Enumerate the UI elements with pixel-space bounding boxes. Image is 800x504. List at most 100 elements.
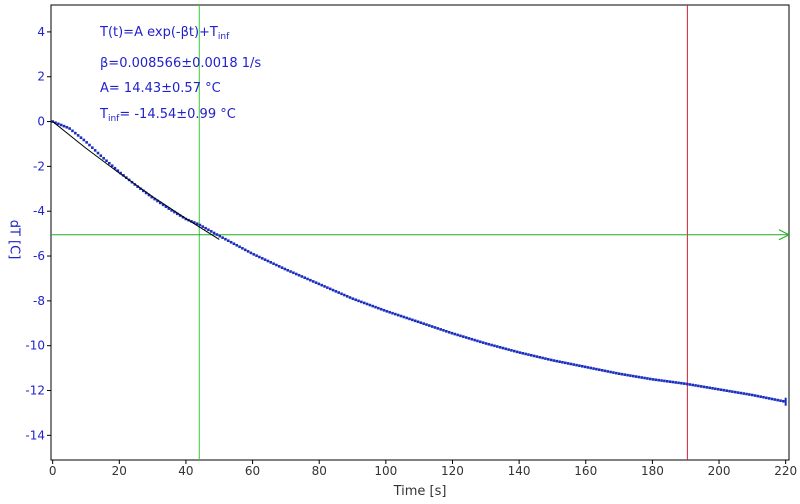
data-point xyxy=(779,399,782,402)
data-point xyxy=(164,205,168,209)
data-point xyxy=(198,223,202,227)
data-point xyxy=(317,282,321,286)
data-point xyxy=(178,214,182,217)
data-point xyxy=(617,372,621,376)
data-point xyxy=(631,374,635,378)
data-point xyxy=(297,273,301,277)
x-tick-label: 220 xyxy=(774,464,797,478)
data-point xyxy=(462,335,465,338)
data-point xyxy=(59,123,63,127)
data-point xyxy=(660,379,663,382)
data-point xyxy=(175,212,179,216)
data-point xyxy=(326,286,329,289)
data-point xyxy=(524,352,527,356)
data-point xyxy=(637,375,641,379)
data-point xyxy=(597,368,601,372)
data-point xyxy=(343,293,346,297)
data-point xyxy=(586,366,590,369)
data-point xyxy=(691,383,695,387)
data-point xyxy=(82,138,86,142)
data-point xyxy=(323,285,326,288)
data-point xyxy=(314,281,318,284)
data-point xyxy=(204,226,207,230)
y-tick-label: 2 xyxy=(37,70,45,84)
data-point xyxy=(708,386,712,390)
data-point xyxy=(439,328,442,331)
data-point xyxy=(266,259,270,263)
x-tick-label: 60 xyxy=(245,464,260,478)
data-point xyxy=(716,387,720,391)
data-point xyxy=(445,329,448,333)
fit-tinf-value: = -14.54±0.99 °C xyxy=(119,106,236,122)
data-point xyxy=(416,320,420,324)
data-point xyxy=(141,189,145,193)
data-point xyxy=(269,261,273,264)
data-point xyxy=(682,382,686,385)
data-point xyxy=(688,383,692,386)
data-point xyxy=(558,360,561,364)
data-point xyxy=(144,191,148,195)
data-point xyxy=(447,330,451,334)
data-point xyxy=(742,392,745,395)
data-point xyxy=(238,245,241,249)
data-point xyxy=(258,255,261,259)
data-point xyxy=(728,389,731,393)
data-point xyxy=(382,308,386,312)
y-axis-label: dT [C] xyxy=(6,219,22,260)
data-point xyxy=(459,334,462,338)
fit-tinf: Tinf= -14.54±0.99 °C xyxy=(100,102,261,133)
data-point xyxy=(283,267,287,271)
data-point xyxy=(677,381,680,385)
data-point xyxy=(306,277,309,281)
data-point xyxy=(680,381,683,385)
data-point xyxy=(495,345,499,348)
data-point xyxy=(229,240,233,244)
data-point xyxy=(147,193,151,197)
x-tick-label: 120 xyxy=(441,464,464,478)
data-point xyxy=(340,292,343,296)
data-point xyxy=(153,197,156,201)
data-point xyxy=(328,287,332,291)
x-tick-label: 40 xyxy=(178,464,193,478)
data-point xyxy=(490,343,493,347)
data-point xyxy=(170,209,173,212)
fit-amplitude: A= 14.43±0.57 °C xyxy=(100,81,221,96)
data-point xyxy=(493,344,496,348)
data-point xyxy=(212,231,216,235)
data-point xyxy=(725,389,728,392)
data-point xyxy=(527,353,530,356)
data-point xyxy=(108,161,111,165)
data-point xyxy=(572,363,576,366)
data-point xyxy=(275,263,278,267)
data-point xyxy=(388,310,391,314)
data-point xyxy=(62,124,66,128)
data-point xyxy=(277,265,281,268)
data-point xyxy=(521,351,525,355)
data-point xyxy=(348,296,352,299)
data-point xyxy=(351,297,355,301)
data-point xyxy=(634,375,638,378)
y-tick-label: -2 xyxy=(33,159,45,173)
data-point xyxy=(122,174,125,177)
data-point xyxy=(57,122,60,126)
data-point xyxy=(549,358,553,362)
data-point xyxy=(484,342,488,345)
data-point xyxy=(546,357,550,361)
data-point xyxy=(436,327,440,330)
data-point xyxy=(714,387,717,391)
data-point xyxy=(221,236,224,239)
data-point xyxy=(113,166,117,170)
data-point xyxy=(643,376,646,380)
data-point xyxy=(479,340,482,344)
data-point xyxy=(391,311,394,315)
data-point xyxy=(286,268,290,272)
data-point xyxy=(685,382,689,386)
x-tick-label: 140 xyxy=(508,464,531,478)
data-point xyxy=(552,359,556,362)
data-point xyxy=(289,270,292,273)
data-point xyxy=(657,378,661,382)
data-point xyxy=(294,272,298,276)
x-tick-label: 80 xyxy=(312,464,327,478)
data-point xyxy=(629,374,632,377)
data-point xyxy=(473,338,476,342)
